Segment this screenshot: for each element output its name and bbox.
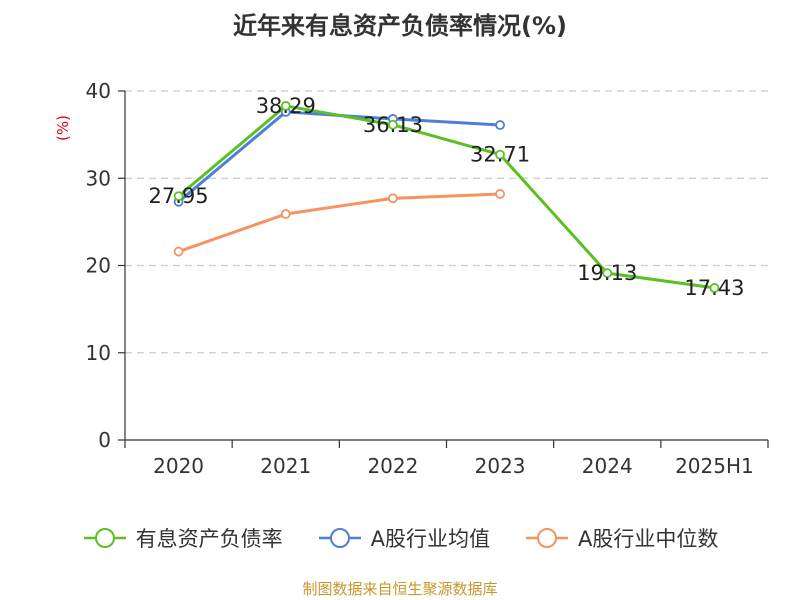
legend: 有息资产负债率 A股行业均值 A股行业中位数 [0, 518, 800, 558]
legend-swatch-icon [318, 528, 361, 548]
y-tick-label: 40 [86, 79, 111, 103]
data-point [388, 119, 398, 130]
data-label: 27.95 [149, 184, 209, 208]
data-label: 17.43 [684, 276, 744, 300]
grid-layer [125, 90, 768, 354]
series-layer [173, 101, 720, 293]
chart-title: 近年来有息资产负债率情况(%) [233, 12, 567, 40]
data-point [173, 191, 184, 202]
y-tick-label: 0 [98, 428, 111, 452]
x-tick-label: 2020 [153, 454, 204, 478]
legend-item: A股行业均值 [317, 523, 490, 553]
legend-label: A股行业中位数 [578, 527, 719, 551]
legend-swatch-circle [94, 528, 115, 548]
y-tick-label: 30 [86, 166, 111, 190]
data-point [388, 193, 398, 204]
series-line [177, 104, 715, 290]
data-point [495, 189, 505, 199]
axis-layer: 0 10 20 30 40 2020 2021 2022 2023 2024 2025H1 (%) [54, 79, 769, 478]
legend-swatch-icon [83, 528, 126, 548]
legend-swatch-circle [537, 528, 557, 548]
x-tick-label: 2023 [475, 454, 526, 478]
x-tick-label: 2024 [582, 454, 633, 478]
x-tick-label: 2021 [260, 454, 311, 478]
legend-label: A股行业均值 [370, 527, 490, 551]
data-point [495, 120, 505, 130]
data-point [709, 283, 720, 293]
legend-swatch-icon [526, 528, 568, 548]
data-point [280, 101, 291, 111]
data-label: 38.29 [256, 94, 316, 118]
y-tick-label: 10 [86, 341, 111, 365]
series-line [178, 192, 501, 253]
legend-item: 有息资产负债率 [82, 523, 283, 553]
data-label-layer: 27.95 38.29 36.13 32.71 19.13 17.43 [149, 94, 745, 300]
legend-item: A股行业中位数 [524, 523, 718, 553]
source-note: 制图数据来自恒生聚源数据库 [302, 580, 498, 598]
x-tick-label: 2022 [367, 454, 418, 478]
legend-swatch-circle [329, 528, 350, 548]
data-point [602, 268, 613, 278]
data-point [280, 209, 291, 219]
x-tick-label: 2025H1 [675, 454, 754, 478]
y-tick-label: 20 [86, 254, 111, 278]
data-label: 36.13 [363, 113, 423, 137]
data-label: 19.13 [577, 261, 637, 285]
legend-label: 有息资产负债率 [135, 527, 283, 551]
data-label: 32.71 [470, 143, 530, 167]
data-point [173, 246, 184, 257]
y-axis-label: (%) [54, 115, 72, 141]
data-point [495, 149, 505, 160]
